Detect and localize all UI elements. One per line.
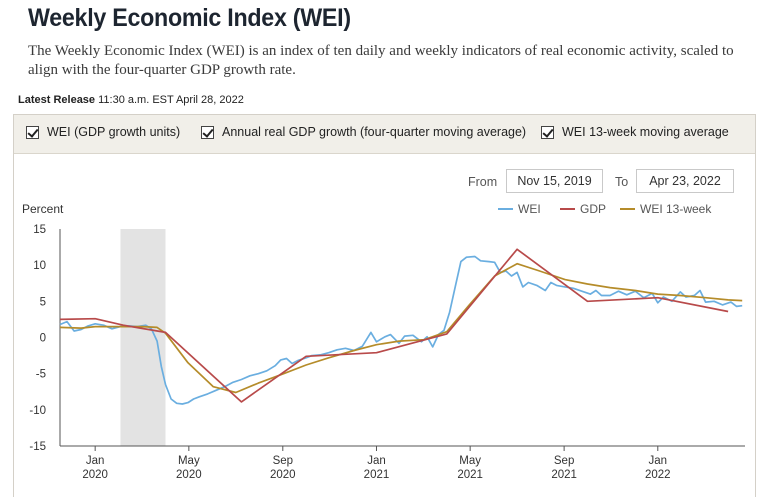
y-tick-label: -10 — [29, 405, 46, 417]
y-tick-label: 15 — [33, 224, 46, 236]
y-tick-label: 0 — [40, 333, 46, 345]
x-tick-label: May — [178, 455, 200, 467]
chart-axes: 15 10 5 0 -5 -10 -15 Jan 2020 May 2020 Sep 2020 Jan 20… — [29, 224, 745, 481]
checkbox-icon[interactable] — [201, 125, 214, 139]
x-tick-label: 2022 — [645, 469, 671, 481]
y-tick-label: -5 — [36, 369, 46, 381]
x-tick-label: 2021 — [457, 469, 483, 481]
series-line-gdp — [59, 248, 729, 403]
series-line-wei — [59, 255, 743, 405]
x-tick-label: 2020 — [270, 469, 296, 481]
recession-shading — [120, 229, 166, 446]
x-tick-label: 2021 — [364, 469, 390, 481]
y-tick-label: -15 — [29, 441, 46, 453]
toggle-wei13[interactable]: WEI 13-week moving average — [541, 125, 729, 139]
toggle-wei-label: WEI (GDP growth units) — [47, 125, 181, 139]
page-title: Weekly Economic Index (WEI) — [28, 4, 351, 32]
x-tick-label: Jan — [367, 455, 386, 467]
x-tick-label: Sep — [554, 455, 574, 467]
to-date-input[interactable] — [636, 169, 734, 193]
wei-chart: 15 10 5 0 -5 -10 -15 Jan 2020 May 2020 Sep 2020 Jan 20… — [22, 202, 745, 481]
legend-label[interactable]: WEI — [518, 202, 541, 216]
x-tick-label: 2020 — [176, 469, 202, 481]
chart-legend[interactable]: WEI GDP WEI 13-week — [498, 202, 712, 216]
toggle-gdp[interactable]: Annual real GDP growth (four-quarter mov… — [201, 125, 526, 139]
series-line-wei-13-week — [59, 262, 743, 394]
y-tick-label: 5 — [40, 296, 46, 308]
chart-panel: WEI (GDP growth units) Annual real GDP g… — [13, 114, 756, 497]
legend-label[interactable]: WEI 13-week — [640, 202, 712, 216]
from-label: From — [468, 175, 498, 189]
page-subtitle: The Weekly Economic Index (WEI) is an in… — [28, 43, 734, 78]
x-tick-label: May — [459, 455, 481, 467]
from-date-input[interactable] — [506, 169, 603, 193]
latest-release-label: Latest Release — [18, 94, 96, 106]
series-toggle-bar: WEI (GDP growth units) Annual real GDP g… — [14, 115, 755, 154]
x-tick-label: 2020 — [82, 469, 108, 481]
legend-label[interactable]: GDP — [580, 202, 606, 216]
toggle-wei[interactable]: WEI (GDP growth units) — [26, 125, 180, 139]
chart-series — [59, 248, 743, 405]
latest-release: Latest Release 11:30 a.m. EST April 28, … — [18, 94, 244, 106]
x-tick-label: 2021 — [551, 469, 577, 481]
y-tick-label: 10 — [33, 260, 46, 272]
x-tick-label: Jan — [649, 455, 668, 467]
latest-release-value: 11:30 a.m. EST April 28, 2022 — [98, 94, 244, 106]
checkbox-icon[interactable] — [541, 125, 554, 139]
x-tick-label: Jan — [86, 455, 105, 467]
to-label: To — [615, 175, 629, 189]
toggle-wei13-label: WEI 13-week moving average — [562, 125, 729, 139]
checkbox-icon[interactable] — [26, 125, 39, 139]
toggle-gdp-label: Annual real GDP growth (four-quarter mov… — [222, 125, 527, 139]
y-axis-label: Percent — [22, 202, 64, 216]
x-tick-label: Sep — [273, 455, 293, 467]
